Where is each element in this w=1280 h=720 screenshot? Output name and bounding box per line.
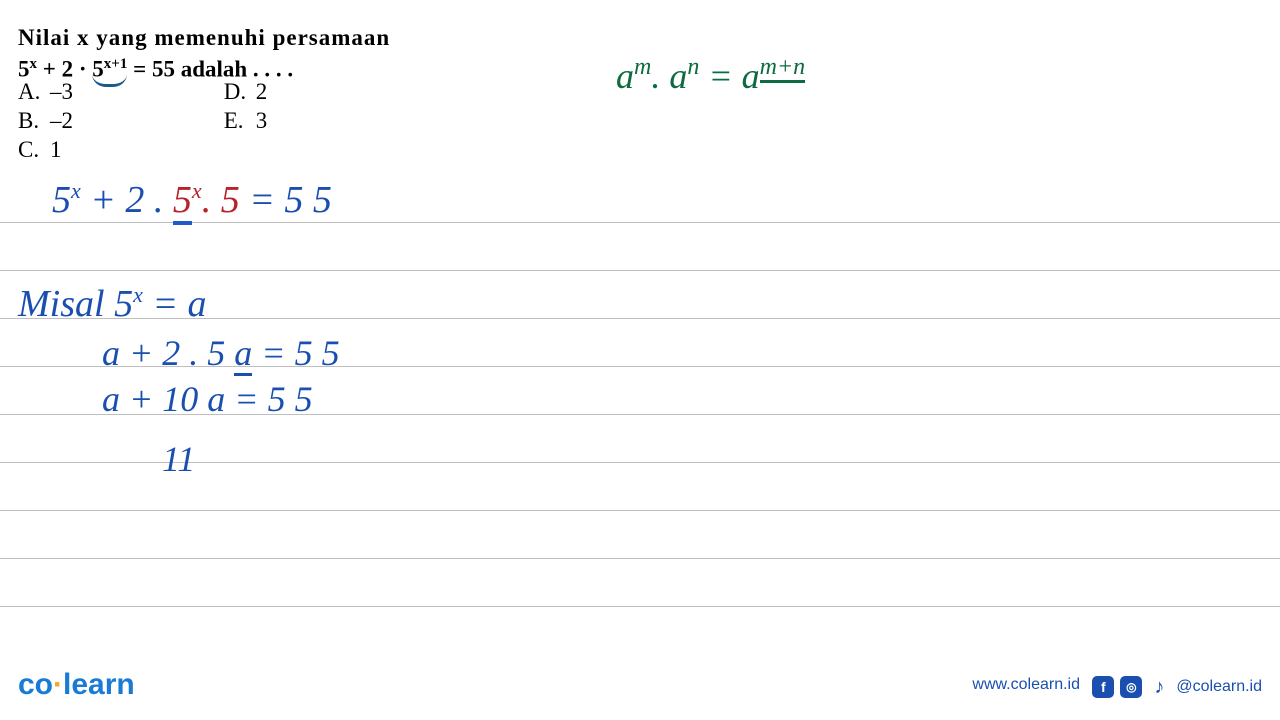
work-line-1: 5x + 2 . 5x. 5 = 5 5 [52,178,332,222]
rule-eq: = [699,56,741,96]
option-A-value: –3 [50,79,73,104]
misal-sup: x [133,282,143,307]
logo-learn: learn [63,668,135,701]
option-row-3: C.1 [18,136,267,165]
tiktok-icon[interactable]: ♪ [1148,676,1170,698]
sub1-pre: a + 2 . 5 [102,333,234,373]
rule-dot: . [651,56,669,96]
rule-m: m [634,54,651,80]
question-prompt: Nilai x yang memenuhi persamaan [18,24,390,53]
brand-logo: co·learn [18,668,135,702]
w1-p1sup: x [71,178,81,203]
instagram-icon[interactable]: ◎ [1120,676,1142,698]
option-C-value: 1 [50,137,62,162]
work-line-misal: Misal 5x = a [18,282,206,326]
sub1-a-underlined: a [234,333,252,376]
website-url[interactable]: www.colearn.id [972,676,1080,694]
rule-a3: a [742,56,760,96]
w1-p5: = 5 5 [240,179,332,221]
option-D-value: 2 [256,79,268,104]
w1-p3: 5 [173,179,192,225]
option-C: C.1 [18,136,218,165]
work-line-sub1: a + 2 . 5 a = 5 5 [102,332,340,374]
sub1-post: = 5 5 [252,333,339,373]
ruled-line [0,511,1280,559]
social-handle[interactable]: @colearn.id [1176,678,1262,696]
ruled-line [0,223,1280,271]
rule-mn: m+n [760,54,806,83]
ruled-line [0,559,1280,607]
w1-p2: + 2 . [81,179,173,221]
ruled-line [0,607,1280,655]
rule-a1: a [616,56,634,96]
logo-dot: · [53,668,63,701]
option-row-1: A.–3 D.2 [18,78,267,107]
eq-exp2: x+1 [104,56,128,72]
w1-p3sup: x [192,178,202,203]
option-A: A.–3 [18,78,218,107]
option-E: E.3 [224,107,268,136]
option-D: D.2 [224,78,268,107]
work-line-sub3: 11 [162,438,195,480]
logo-co: co [18,668,53,701]
misal-eq: = a [143,283,207,325]
rule-n: n [687,54,699,80]
option-E-value: 3 [256,108,268,133]
work-line-sub2: a + 10 a = 5 5 [102,378,313,420]
w1-p4: . 5 [202,179,240,221]
misal-label: Misal [18,283,114,325]
option-B-value: –2 [50,108,73,133]
w1-red: 5x. 5 [173,179,240,221]
rule-a2: a [669,56,687,96]
social-block: f ◎ ♪ @colearn.id [1092,676,1262,698]
facebook-icon[interactable]: f [1092,676,1114,698]
option-row-2: B.–2 E.3 [18,107,267,136]
misal-base: 5 [114,283,133,325]
options-list: A.–3 D.2 B.–2 E.3 C.1 [18,78,267,164]
w1-p1: 5 [52,179,71,221]
exponent-rule-annotation: am. an = am+n [616,55,805,97]
footer: co·learn www.colearn.id f ◎ ♪ @colearn.i… [0,670,1280,706]
eq-exp1: x [30,56,38,72]
option-B: B.–2 [18,107,218,136]
